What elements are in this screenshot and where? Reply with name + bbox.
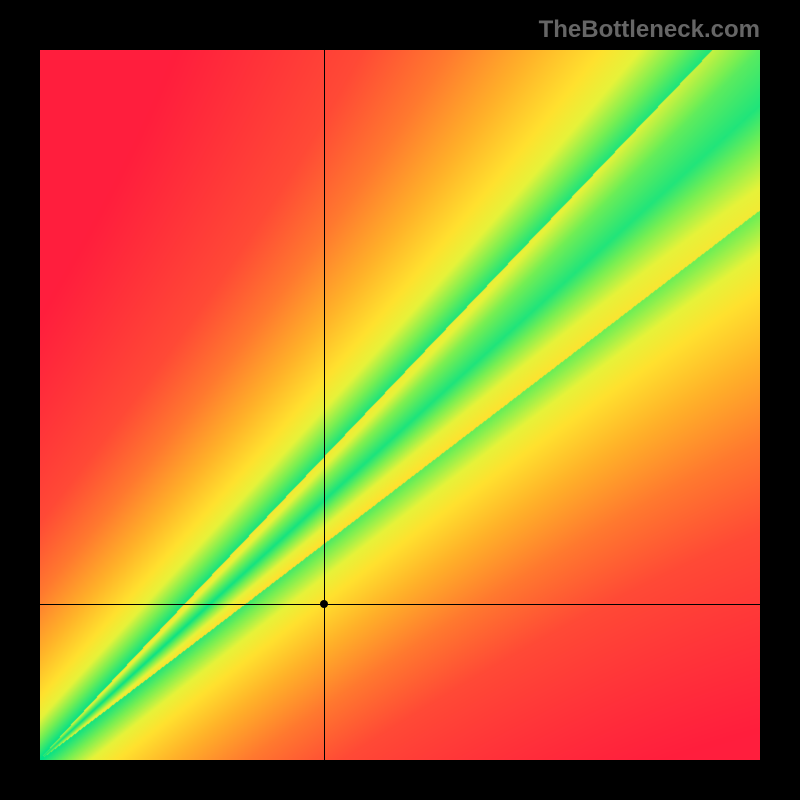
watermark-text: TheBottleneck.com — [539, 16, 760, 44]
heatmap-plot-area — [40, 50, 760, 760]
crosshair-marker-dot — [320, 600, 328, 608]
crosshair-vertical — [324, 50, 325, 760]
crosshair-horizontal — [40, 604, 760, 605]
heatmap-canvas — [40, 50, 760, 760]
